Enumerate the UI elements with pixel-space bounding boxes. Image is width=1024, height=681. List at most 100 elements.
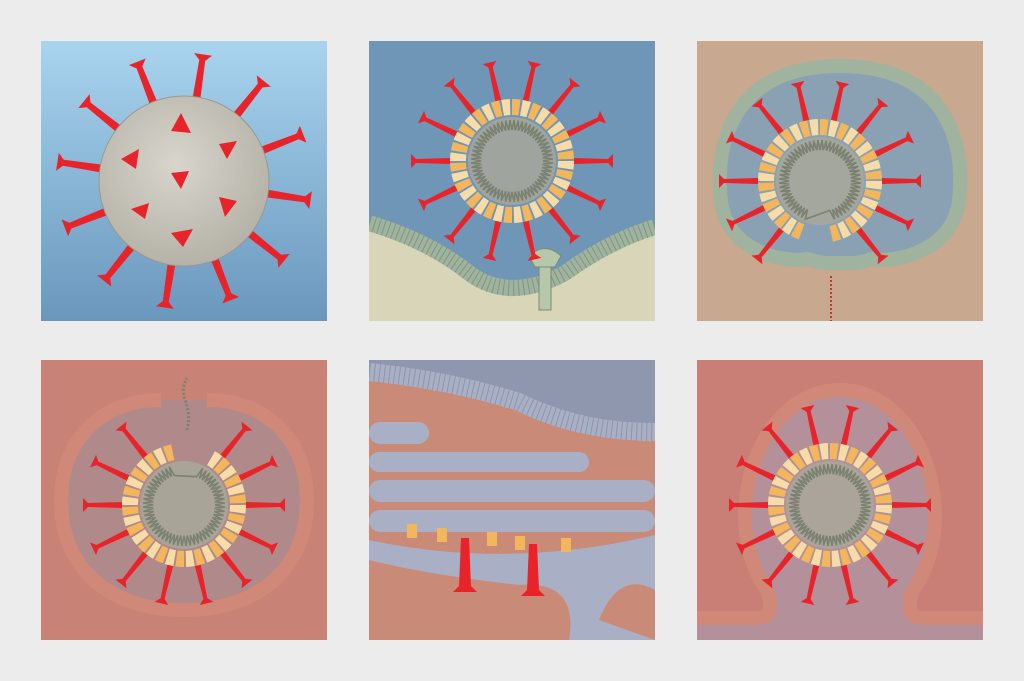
capsid-segment [185,550,195,567]
capsid-proteins [407,524,571,552]
spike-protein [566,185,607,212]
spike-protein [548,77,581,115]
capsid-segment [860,196,879,211]
spike-protein [856,227,889,265]
spike-protein [155,259,177,309]
capsid-segment [866,528,884,544]
capsid-segment [808,444,821,462]
capsid-segment [557,161,574,170]
capsid-segment [854,540,870,558]
capsid-segment [772,134,790,152]
viral-core [468,117,556,205]
capsid-segment [131,529,149,545]
capsid-segment [860,534,878,552]
capsid-segment [773,211,791,229]
capsid-segment [126,522,145,536]
capsid-segment [137,535,155,553]
capsid-segment [821,550,830,567]
spike-protein [61,206,111,237]
capsid-segment [227,483,245,496]
viral-core [140,461,228,549]
capsid-segment [855,141,873,157]
capsid-segment [791,541,807,559]
capsid-segment [772,522,791,536]
spike-protein [790,80,810,122]
membrane-fusion-illustration [697,41,983,321]
spike-protein [725,205,766,232]
spike-protein [751,97,784,135]
receptor [528,248,562,311]
capsid-segment [790,452,806,470]
spike-protein [856,97,889,135]
capsid-segment [859,457,877,475]
spike-protein [257,125,307,156]
capsid-segment [512,99,521,116]
capsid-segment [771,475,790,490]
capsid-segment [873,512,892,525]
endoplasmic-reticulum [369,422,655,640]
capsid-segment [869,474,888,488]
capsid-segment [519,99,532,118]
capsid-segment [865,170,882,180]
capsid-segment [849,133,867,151]
capsid-segment [223,474,242,488]
spike-protein [220,421,253,459]
capsid-segment [827,119,840,138]
capsid-segment [847,544,861,563]
spike-protein [522,60,542,102]
spike-protein [238,454,279,481]
capsid-segment [835,122,850,141]
capsid-segment [227,512,246,525]
capsid-segment [768,496,785,505]
rna-strand [142,466,226,547]
spike-protein [566,110,607,137]
capsid-segment [850,210,868,228]
spike-protein [482,220,502,262]
spike-protein [411,154,450,168]
host-cell [369,223,655,321]
capsid-segment [856,204,874,220]
capsid-segment [501,99,511,116]
spike-protein [874,130,915,157]
capsid-segment [853,451,869,469]
spike-protein [719,174,758,188]
capsid-segment [224,520,243,535]
capsid-segment [450,162,467,172]
spike-protein [417,185,458,212]
capsid-segment [513,206,523,223]
capsid-segment [122,496,139,505]
capsid-segment [758,172,775,181]
panel-budding [697,360,983,640]
panel-receptor-binding [369,41,655,321]
capsid-segment [125,475,144,490]
spike-protein [884,529,925,556]
capsid-segment [472,108,488,126]
spike-protein [725,130,766,157]
spike-protein [761,421,794,459]
spike-protein [800,564,820,606]
capsid-segment [473,197,489,215]
capsid-segment [555,139,573,152]
viral-core [786,461,874,549]
spike-protein [97,241,138,287]
capsid-segment [122,506,139,516]
capsid-segment [837,220,851,239]
nuclear-membrane [369,363,655,441]
cell-membrane [369,215,655,296]
spike-protein [443,207,476,245]
budding-illustration [697,360,983,640]
capsid-segment [464,114,482,132]
capsid-segment [450,152,467,161]
capsid-segment [207,451,223,469]
spike-protein [735,529,776,556]
capsid-segment [845,446,860,465]
capsid-segment [536,196,552,214]
spike-protein [800,404,820,446]
capsid-segment [153,447,167,466]
spike-protein [209,254,240,304]
capsid-segment [761,151,780,166]
viral-core [776,137,864,225]
capsid-segment [551,130,570,144]
capsid-segment [759,190,777,203]
capsid-segment [482,201,497,220]
